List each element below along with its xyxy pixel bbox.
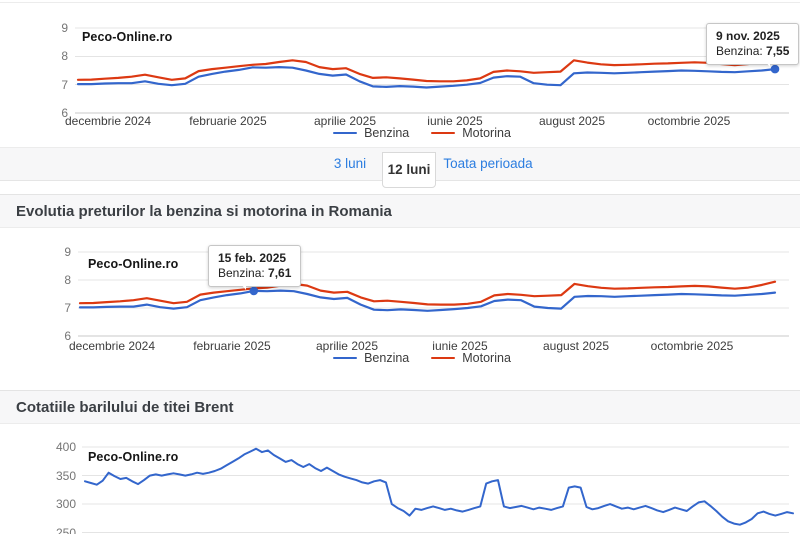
chart-tooltip: 15 feb. 2025 Benzina: 7,61 [208, 245, 302, 287]
legend-label: Motorina [462, 351, 511, 365]
motorina-line-swatch [431, 356, 456, 360]
legend-item-benzina: Benzina [333, 351, 409, 365]
fuel-section-heading: Evolutia preturilor la benzina si motori… [0, 194, 800, 228]
brent-section-heading: Cotatiile barilului de titei Brent [0, 390, 800, 424]
legend-label: Benzina [364, 126, 410, 140]
chart-legend: Benzina Motorina [65, 351, 779, 365]
chart-watermark: Peco-Online.ro [82, 30, 173, 44]
tooltip-pointer [760, 55, 770, 67]
brent-price-chart[interactable] [0, 434, 800, 534]
tab-12-luni-active[interactable]: 12 luni [382, 152, 436, 188]
benzina-line-swatch [333, 356, 358, 360]
benzina-line-swatch [333, 131, 358, 135]
legend-label: Motorina [462, 126, 511, 140]
top-divider [0, 2, 800, 3]
tooltip-date: 15 feb. 2025 [218, 251, 287, 265]
fuel-price-chart-main[interactable] [0, 232, 800, 364]
legend-item-motorina: Motorina [431, 126, 511, 140]
chart-watermark: Peco-Online.ro [88, 257, 179, 271]
fuel-price-chart-top[interactable] [0, 8, 800, 140]
tooltip-pointer [236, 278, 246, 290]
legend-item-benzina: Benzina [333, 126, 409, 140]
tab-3-luni[interactable]: 3 luni [333, 156, 367, 171]
tooltip-date: 9 nov. 2025 [716, 29, 780, 43]
motorina-line-swatch [431, 131, 456, 135]
tab-toata-perioada[interactable]: Toata perioada [443, 156, 533, 171]
tooltip-value-row: Benzina: 7,61 [218, 266, 292, 280]
chart-legend: Benzina Motorina [65, 126, 779, 140]
chart-watermark: Peco-Online.ro [88, 450, 179, 464]
chart-tooltip: 9 nov. 2025 Benzina: 7,55 [706, 23, 800, 65]
tooltip-value-row: Benzina: 7,55 [716, 44, 790, 58]
legend-label: Benzina [364, 351, 410, 365]
legend-item-motorina: Motorina [431, 351, 511, 365]
